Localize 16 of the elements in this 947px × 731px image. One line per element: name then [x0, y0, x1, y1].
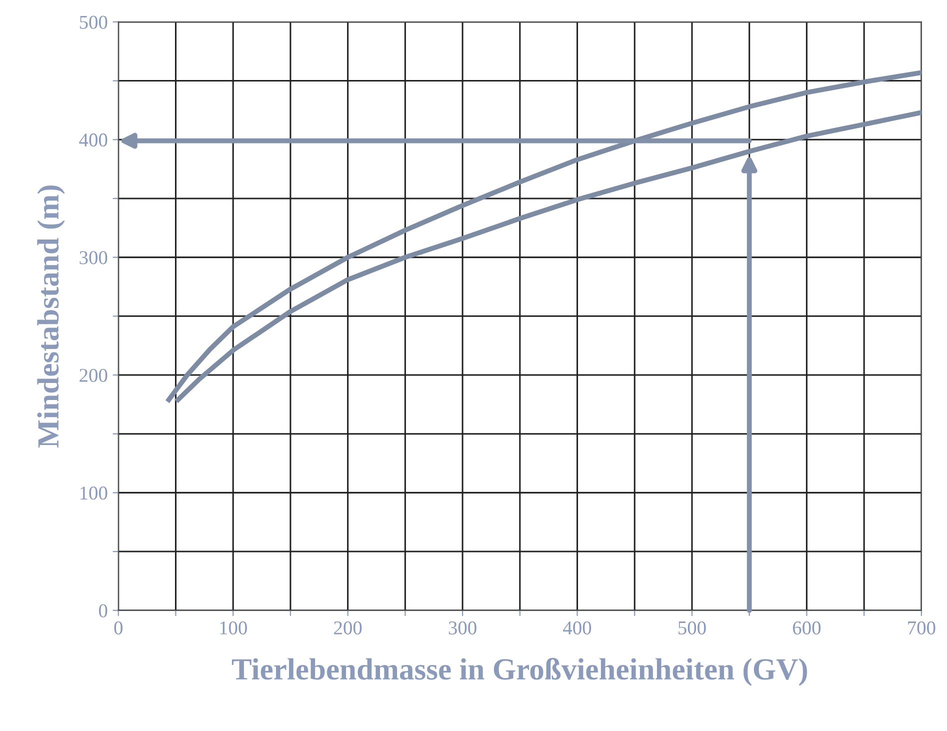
- y-tick-label: 0: [98, 604, 108, 618]
- x-tick-label: 600: [792, 621, 821, 634]
- y-tick-label: 200: [80, 368, 108, 382]
- y-tick-label: 400: [79, 133, 108, 147]
- y-axis-title: Mindestabstand (m): [37, 186, 65, 448]
- x-tick-label: 700: [908, 621, 936, 634]
- x-tick-label: 500: [678, 621, 706, 634]
- x-tick-label: 200: [334, 621, 362, 634]
- x-axis-title: Tierlebendmasse in Großvieheinheiten (GV): [232, 658, 808, 686]
- x-tick-label: 0: [114, 621, 122, 634]
- y-tick-label: 100: [80, 486, 108, 500]
- y-tick-label: 500: [80, 16, 108, 29]
- x-tick-label: 100: [220, 621, 247, 634]
- y-tick-label: 300: [80, 251, 108, 264]
- x-tick-label: 300: [448, 621, 476, 634]
- x-tick-label: 400: [563, 621, 592, 634]
